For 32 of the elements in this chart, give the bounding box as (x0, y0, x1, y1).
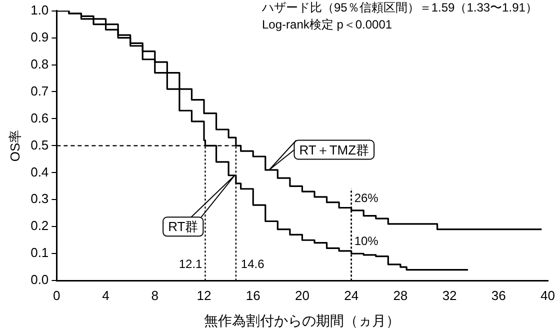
y-tick-label: 0.7 (30, 83, 49, 98)
x-tick-label: 0 (53, 288, 60, 303)
y-tick-label: 1.0 (30, 2, 49, 18)
x-tick-label: 12 (196, 288, 212, 303)
y-axis-title: OS率 (7, 130, 22, 162)
y-tick-label: 0.9 (30, 29, 49, 44)
y-tick-label: 0.8 (30, 56, 49, 72)
annotation: 10% (354, 234, 379, 248)
y-tick-label: 0.2 (30, 218, 49, 234)
x-axis-title: 無作為割付からの期間（ヵ月） (204, 312, 400, 328)
annotation: 26% (354, 190, 379, 205)
x-tick-label: 20 (294, 288, 310, 303)
y-tick-label: 0.4 (30, 164, 49, 180)
y-tick-label: 0.0 (30, 272, 49, 288)
x-tick-label: 8 (151, 288, 159, 303)
annotation: ハザード比（95％信頼区間）＝1.59（1.33〜1.91） (261, 0, 538, 14)
series-label: RT＋TMZ群 (299, 142, 370, 158)
x-tick-label: 28 (393, 288, 408, 303)
x-tick-label: 24 (344, 288, 359, 303)
y-tick-label: 0.1 (30, 245, 49, 260)
annotation: Log-rank検定 p＜0.0001 (262, 17, 392, 32)
x-tick-label: 40 (540, 288, 556, 303)
x-tick-label: 36 (491, 288, 506, 303)
y-tick-label: 0.3 (30, 191, 49, 206)
text: RT群 (168, 219, 198, 234)
y-tick-label: 0.6 (30, 110, 49, 126)
annotation: 14.6 (240, 256, 265, 271)
x-tick-label: 16 (246, 288, 260, 303)
x-tick-label: 4 (102, 288, 110, 303)
x-tick-label: 32 (442, 288, 457, 303)
y-tick-label: 0.5 (30, 137, 49, 152)
annotation: 12.1 (178, 256, 203, 271)
